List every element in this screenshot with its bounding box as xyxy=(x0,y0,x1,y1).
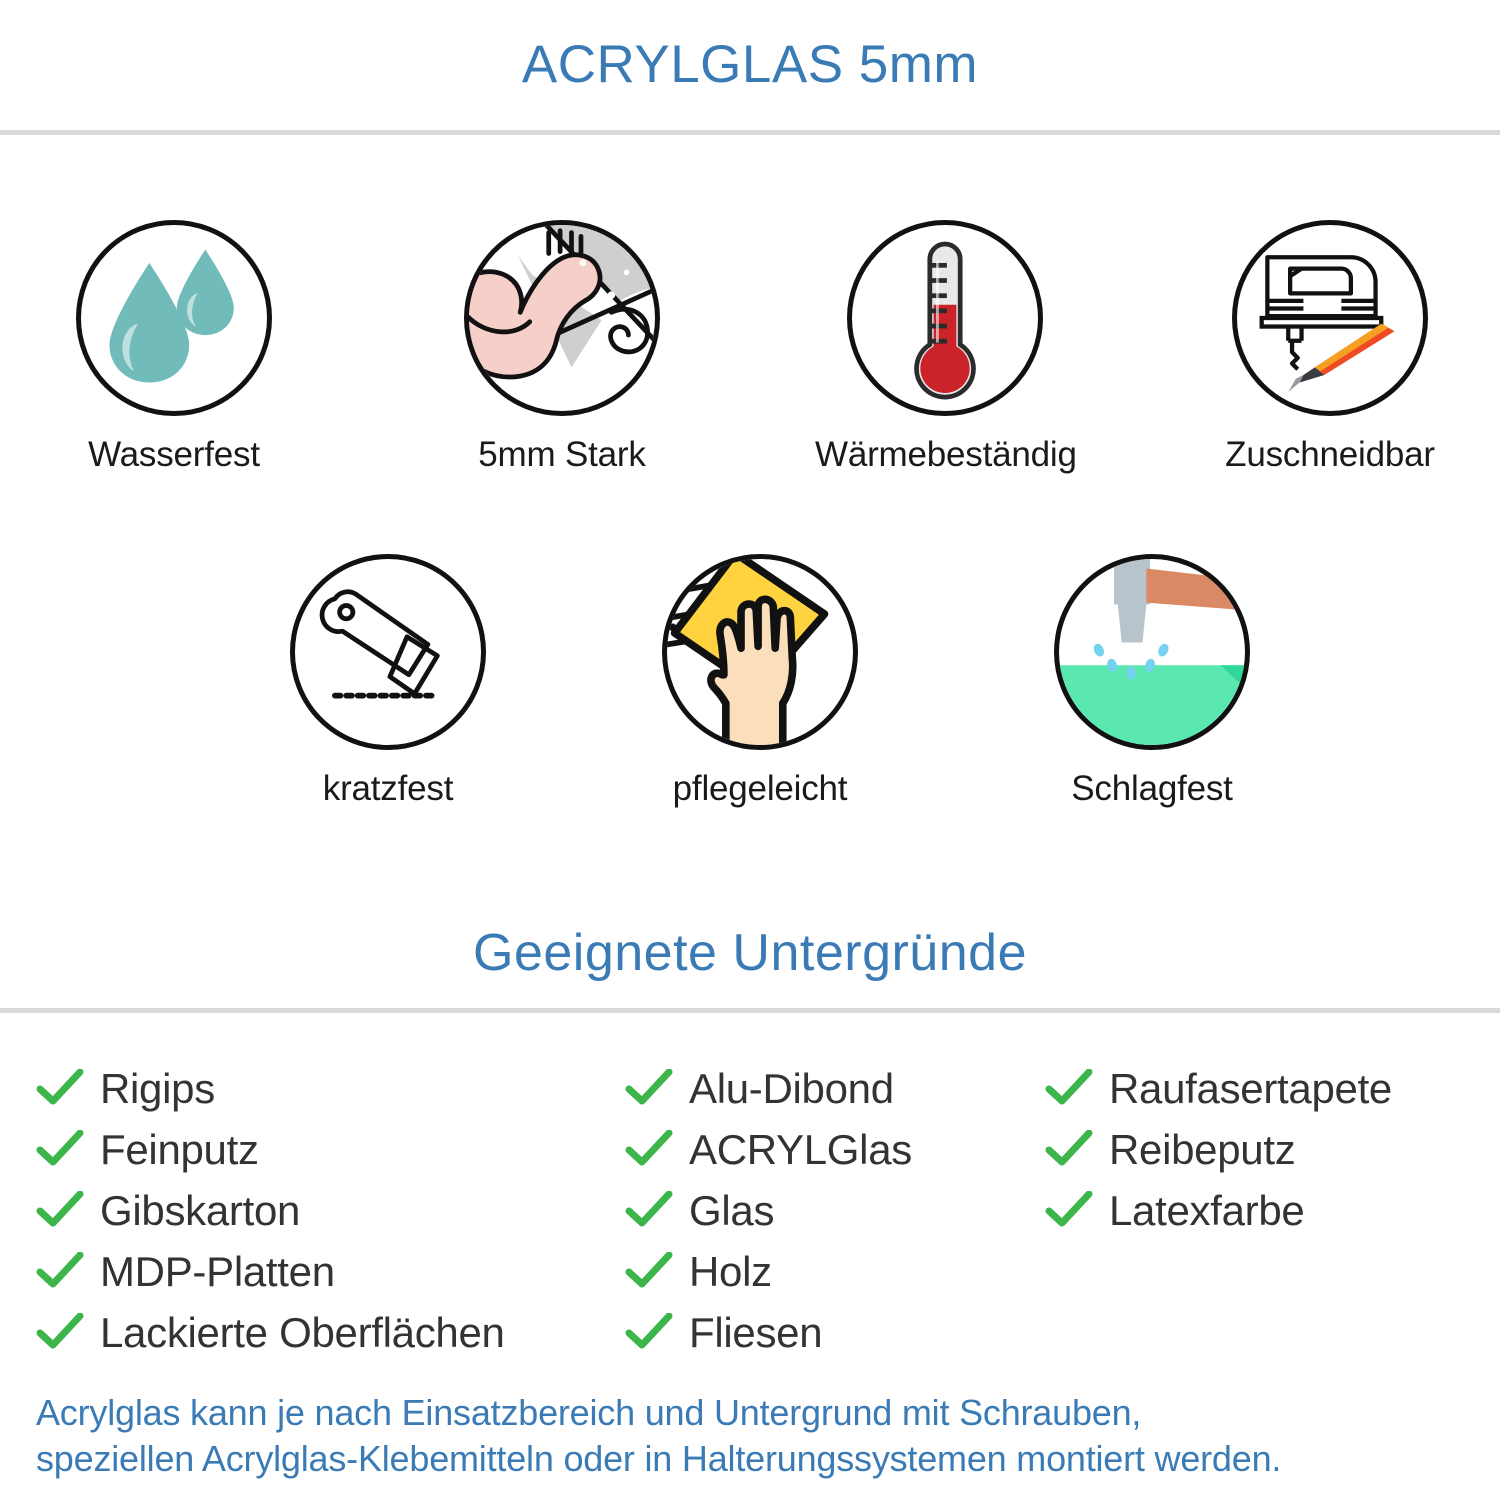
list-item-label: Lackierte Oberflächen xyxy=(100,1308,505,1356)
page-title: ACRYLGLAS 5mm xyxy=(521,35,979,94)
list-item: Raufasertapete xyxy=(1045,1058,1392,1119)
list-item: Lackierte Oberflächen xyxy=(36,1302,505,1363)
list-item-label: Rigips xyxy=(100,1064,215,1112)
feature-label: kratzfest xyxy=(322,769,454,808)
check-icon xyxy=(625,1312,673,1348)
feature-pflegeleicht: pflegeleicht xyxy=(630,554,890,809)
list-item-label: Raufasertapete xyxy=(1109,1064,1392,1112)
list-item: Alu-Dibond xyxy=(625,1058,912,1119)
water-drops-icon xyxy=(76,220,272,416)
feature-schlagfest: Schlagfest xyxy=(1022,554,1282,809)
list-item-label: ACRYLGlas xyxy=(689,1125,912,1173)
footer-line-1: Acrylglas kann je nach Einsatzbereich un… xyxy=(36,1392,1142,1433)
divider-top xyxy=(0,130,1500,135)
thermometer-icon xyxy=(847,220,1043,416)
feature-waermebestaendig: Wärmebeständig xyxy=(815,220,1077,475)
list-item-label: MDP-Platten xyxy=(100,1247,335,1295)
hammer-impact-icon xyxy=(1054,554,1250,750)
check-icon xyxy=(36,1251,84,1287)
list-item: Glas xyxy=(625,1180,912,1241)
feature-kratzfest: kratzfest xyxy=(258,554,518,809)
check-icon xyxy=(625,1190,673,1226)
check-icon xyxy=(36,1190,84,1226)
check-icon xyxy=(625,1129,673,1165)
list-item: Latexfarbe xyxy=(1045,1180,1392,1241)
surface-column-1: Rigips Feinputz Gibskarton MDP-Platten L… xyxy=(36,1058,505,1363)
feature-label: pflegeleicht xyxy=(672,769,848,808)
list-item-label: Alu-Dibond xyxy=(689,1064,894,1112)
section-title-surfaces: Geeignete Untergründe xyxy=(473,924,1027,982)
check-icon xyxy=(1045,1068,1093,1104)
feature-zuschneidbar: Zuschneidbar xyxy=(1200,220,1460,475)
list-item: MDP-Platten xyxy=(36,1241,505,1302)
feature-label: Zuschneidbar xyxy=(1225,435,1435,474)
feature-label: Schlagfest xyxy=(1071,769,1233,808)
check-icon xyxy=(36,1312,84,1348)
list-item-label: Feinputz xyxy=(100,1125,259,1173)
list-item: Rigips xyxy=(36,1058,505,1119)
list-item-label: Latexfarbe xyxy=(1109,1186,1305,1234)
list-item-label: Glas xyxy=(689,1186,775,1234)
feature-label: Wasserfest xyxy=(88,435,260,474)
jigsaw-knife-icon xyxy=(1232,220,1428,416)
surface-column-3: Raufasertapete Reibeputz Latexfarbe xyxy=(1045,1058,1392,1241)
list-item: Reibeputz xyxy=(1045,1119,1392,1180)
list-item: Holz xyxy=(625,1241,912,1302)
feature-5mm-stark: 5mm Stark xyxy=(432,220,692,475)
list-item-label: Reibeputz xyxy=(1109,1125,1296,1173)
divider-mid xyxy=(0,1008,1500,1013)
check-icon xyxy=(625,1068,673,1104)
list-item: Fliesen xyxy=(625,1302,912,1363)
flexed-arm-icon xyxy=(464,220,660,416)
feature-label: 5mm Stark xyxy=(478,435,646,474)
hand-cloth-icon xyxy=(662,554,858,750)
list-item-label: Fliesen xyxy=(689,1308,823,1356)
cutter-knife-icon xyxy=(290,554,486,750)
check-icon xyxy=(36,1068,84,1104)
list-item: ACRYLGlas xyxy=(625,1119,912,1180)
list-item: Feinputz xyxy=(36,1119,505,1180)
feature-wasserfest: Wasserfest xyxy=(44,220,304,475)
footer-note: Acrylglas kann je nach Einsatzbereich un… xyxy=(36,1390,1476,1482)
feature-label: Wärmebeständig xyxy=(815,435,1077,474)
check-icon xyxy=(36,1129,84,1165)
list-item-label: Holz xyxy=(689,1247,772,1295)
list-item: Gibskarton xyxy=(36,1180,505,1241)
check-icon xyxy=(1045,1190,1093,1226)
surface-column-2: Alu-Dibond ACRYLGlas Glas Holz Fliesen xyxy=(625,1058,912,1363)
check-icon xyxy=(1045,1129,1093,1165)
footer-line-2: speziellen Acrylglas-Klebemitteln oder i… xyxy=(36,1438,1282,1479)
check-icon xyxy=(625,1251,673,1287)
list-item-label: Gibskarton xyxy=(100,1186,301,1234)
